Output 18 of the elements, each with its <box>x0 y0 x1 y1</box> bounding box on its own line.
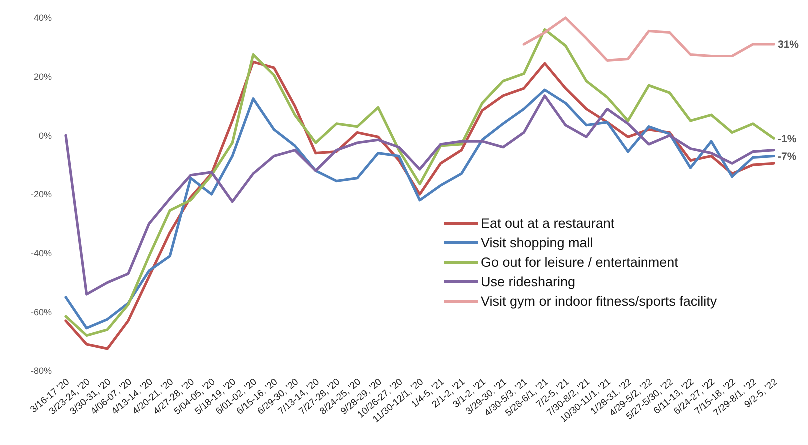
legend-label: Use ridesharing <box>481 274 576 290</box>
annotation: -1% <box>778 133 798 146</box>
y-tick-label: -60% <box>30 307 52 318</box>
annotation: 31% <box>778 39 800 52</box>
line-series <box>64 88 776 330</box>
legend-label: Eat out at a restaurant <box>481 216 615 232</box>
legend-label: Go out for leisure / entertainment <box>481 255 679 270</box>
legend-label: Visit shopping mall <box>481 236 594 251</box>
y-tick-label: -80% <box>30 366 52 376</box>
line-series <box>64 94 776 296</box>
y-tick-label: -40% <box>30 248 52 258</box>
y-tick-label: 20% <box>34 72 52 82</box>
y-tick-label: 0% <box>38 130 52 141</box>
line-series <box>522 16 776 62</box>
y-tick-label: -20% <box>30 190 52 200</box>
y-tick-label: 40% <box>34 13 52 24</box>
legend-label: Visit gym or indoor fitness/sports facility <box>481 294 718 310</box>
annotation: -7% <box>778 150 798 163</box>
